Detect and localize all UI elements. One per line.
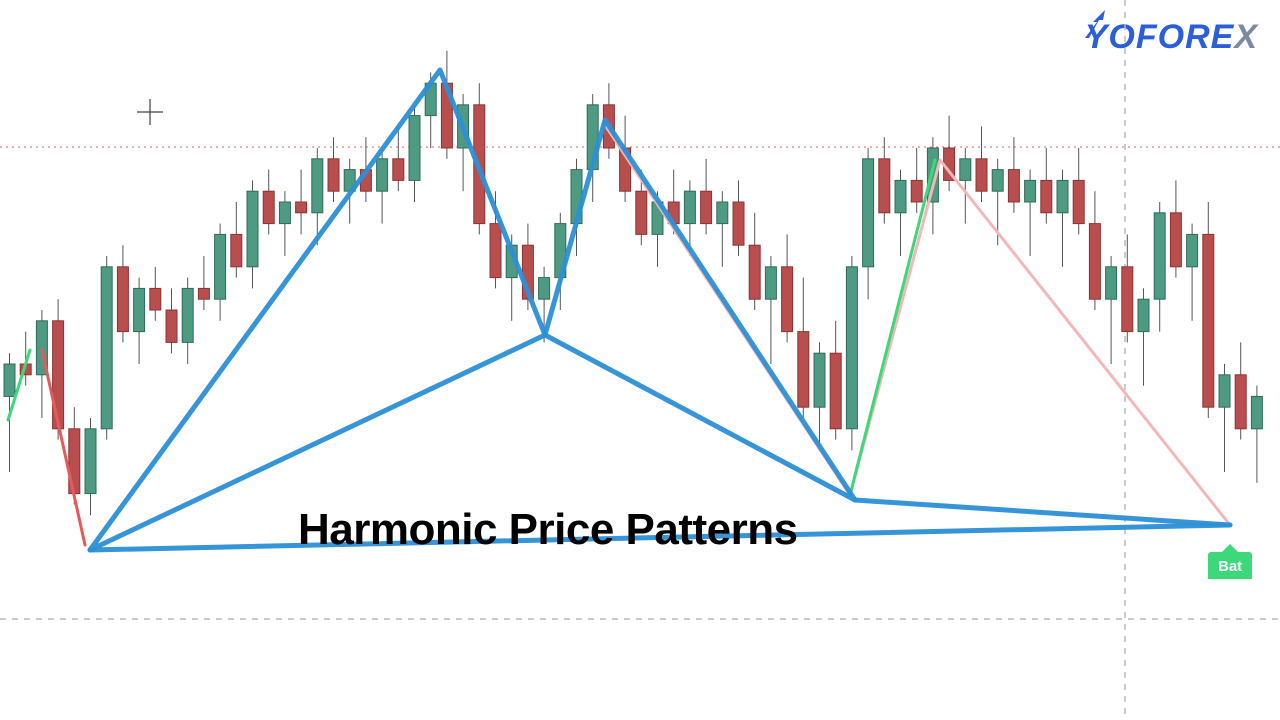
price-chart	[0, 0, 1280, 720]
chart-title: Harmonic Price Patterns	[298, 505, 798, 555]
chart-frame: YOFOREX Harmonic Price Patterns Bat	[0, 0, 1280, 720]
